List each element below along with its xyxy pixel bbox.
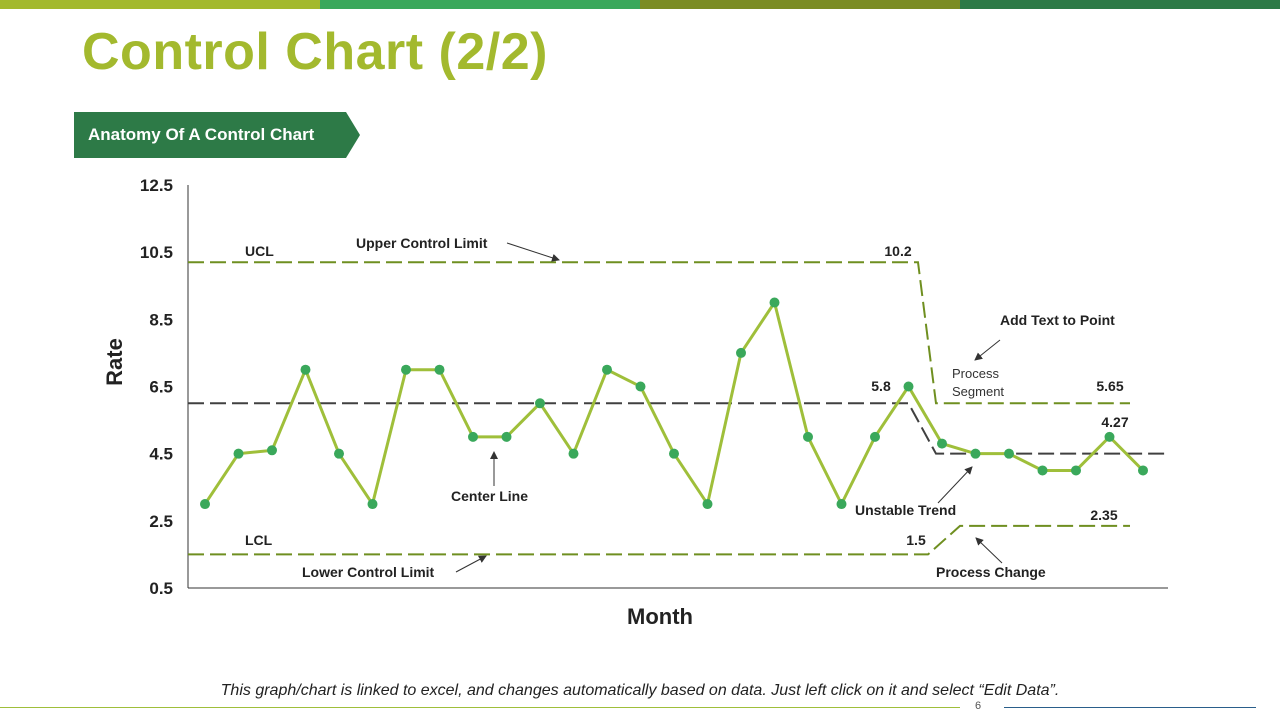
top-bar-segment-1 [0, 0, 320, 9]
lower-control-limit-annotation: Lower Control Limit [302, 564, 435, 580]
process-segment-annotation: Segment [952, 384, 1004, 399]
data-point [568, 448, 579, 459]
unstable-trend-arrow [937, 466, 973, 504]
data-point [836, 499, 847, 510]
data-point [501, 431, 512, 442]
segment-ucl-value-label: 5.65 [1096, 378, 1123, 394]
data-point [1138, 465, 1148, 476]
data-point [267, 445, 277, 456]
footer-line-left [0, 707, 960, 708]
data-point [468, 431, 478, 442]
y-axis-label: Rate [102, 338, 127, 386]
lower-control-limit-line [188, 524, 1130, 556]
page-title: Control Chart (2/2) [82, 23, 548, 81]
data-point [803, 431, 813, 442]
data-point [334, 448, 344, 459]
data-point [970, 448, 981, 459]
footer-line-right [1004, 707, 1256, 708]
top-color-bar [0, 0, 1280, 9]
add-text-arrow [974, 339, 1001, 361]
data-point [367, 499, 378, 510]
upper-control-limit-line [188, 261, 1130, 405]
upper-control-limit-arrow [506, 242, 560, 262]
data-point [903, 381, 914, 392]
banner-label: Anatomy Of A Control Chart [88, 125, 315, 144]
unstable-trend-annotation: Unstable Trend [855, 502, 956, 518]
page-number: 6 [975, 700, 982, 712]
footnote: This graph/chart is linked to excel, and… [220, 682, 1060, 699]
section-banner: Anatomy Of A Control Chart [74, 112, 360, 158]
top-bar-segment-4 [960, 0, 1280, 9]
segment-center-value-label: 4.27 [1101, 414, 1128, 430]
lower-control-limit-arrow [455, 555, 487, 573]
top-bar-segment-2 [320, 0, 640, 9]
ucl-value-label: 10.2 [884, 243, 911, 259]
center-line [188, 402, 1165, 455]
data-point [769, 297, 780, 308]
data-point [434, 364, 445, 375]
y-tick-label: 4.5 [149, 445, 173, 464]
process-change-annotation: Process Change [936, 564, 1046, 580]
y-tick-label: 0.5 [149, 579, 173, 598]
lcl-value-label: 1.5 [906, 532, 926, 548]
y-tick-label: 6.5 [149, 378, 173, 397]
data-point [1004, 448, 1014, 459]
top-bar-segment-3 [640, 0, 960, 9]
data-point [702, 499, 713, 510]
process-segment-annotation: Process [952, 366, 999, 381]
lcl-label: LCL [245, 532, 273, 548]
data-point [635, 381, 646, 392]
data-point [1071, 465, 1081, 476]
data-point [1037, 465, 1048, 476]
control-chart: 12.5 10.5 8.5 6.5 4.5 2.5 0.5 Month Rate UCL LCL U… [102, 176, 1168, 629]
data-point [736, 347, 746, 358]
data-point [233, 448, 244, 459]
x-axis-label: Month [627, 604, 693, 629]
process-change-arrow [975, 537, 1003, 564]
ucl-label: UCL [245, 243, 274, 259]
data-point [870, 431, 880, 442]
add-text-annotation: Add Text to Point [1000, 312, 1115, 328]
data-point [602, 364, 612, 375]
y-tick-label: 8.5 [149, 310, 173, 329]
data-point [401, 364, 411, 375]
segment-lcl-value-label: 2.35 [1090, 507, 1117, 523]
center-value-label: 5.8 [871, 378, 891, 394]
data-point [300, 364, 311, 375]
data-point [535, 398, 545, 409]
data-point [669, 448, 679, 459]
center-line-annotation: Center Line [451, 488, 528, 504]
y-tick-label: 12.5 [140, 176, 173, 195]
y-tick-label: 2.5 [149, 512, 173, 531]
y-tick-label: 10.5 [140, 243, 173, 262]
data-point [937, 438, 947, 449]
data-point [200, 499, 210, 510]
data-point [1104, 431, 1115, 442]
banner-arrow-shape [74, 112, 360, 158]
upper-control-limit-annotation: Upper Control Limit [356, 235, 488, 251]
